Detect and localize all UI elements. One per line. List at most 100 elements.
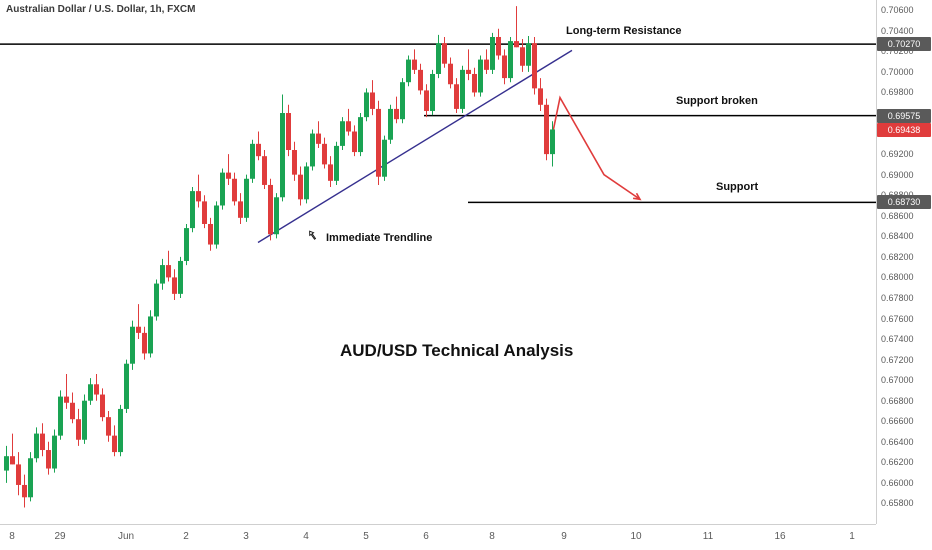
support-broken-label: Support broken	[676, 95, 758, 107]
chart-title: AUD/USD Technical Analysis	[340, 341, 573, 361]
candle	[538, 78, 543, 111]
x-tick: 1	[849, 531, 855, 542]
candle	[424, 84, 429, 117]
candle	[340, 117, 345, 150]
candle	[220, 169, 225, 210]
trendline	[258, 50, 572, 242]
candle	[100, 388, 105, 421]
candle	[106, 411, 111, 442]
candle	[238, 193, 243, 224]
candle	[322, 138, 327, 169]
y-axis: 0.706000.704000.702000.700000.698000.696…	[876, 0, 932, 524]
candle	[418, 64, 423, 95]
candle	[268, 179, 273, 241]
candle	[454, 78, 459, 113]
x-tick: 5	[363, 531, 369, 542]
y-tick: 0.66000	[881, 478, 914, 488]
y-tick: 0.67400	[881, 334, 914, 344]
plot-area[interactable]: Long-term ResistanceSupport brokenSuppor…	[0, 0, 876, 524]
projection-arrowhead	[633, 193, 640, 199]
candle	[496, 29, 501, 60]
y-tick: 0.66600	[881, 416, 914, 426]
candle	[508, 37, 513, 82]
y-tick: 0.69800	[881, 87, 914, 97]
candle	[148, 310, 153, 357]
y-tick: 0.70600	[881, 5, 914, 15]
candle	[316, 121, 321, 148]
candle	[178, 257, 183, 298]
y-tick: 0.68200	[881, 252, 914, 262]
candle	[172, 269, 177, 300]
candle	[358, 113, 363, 156]
candle	[304, 162, 309, 203]
candle	[442, 37, 447, 68]
x-tick: Jun	[118, 531, 134, 542]
candle	[298, 166, 303, 205]
candle	[286, 105, 291, 156]
candle	[472, 68, 477, 97]
candle	[166, 251, 171, 282]
x-tick: 8	[9, 531, 15, 542]
y-tick: 0.67800	[881, 293, 914, 303]
candle	[4, 446, 9, 483]
price-tag: 0.70270	[877, 37, 931, 51]
candle	[52, 429, 57, 472]
y-tick: 0.65800	[881, 498, 914, 508]
x-tick: 3	[243, 531, 249, 542]
chart-container: Australian Dollar / U.S. Dollar, 1h, FXC…	[0, 0, 932, 550]
candle	[412, 49, 417, 74]
candle	[142, 327, 147, 360]
candle	[250, 140, 255, 183]
x-tick: 6	[423, 531, 429, 542]
resistance-label: Long-term Resistance	[566, 25, 682, 37]
y-tick: 0.70400	[881, 26, 914, 36]
candle	[16, 452, 21, 495]
candle	[130, 321, 135, 370]
candle	[202, 195, 207, 228]
candle	[490, 33, 495, 74]
chart-overlay	[0, 0, 876, 524]
candle	[430, 70, 435, 115]
candle	[112, 425, 117, 456]
candle	[154, 279, 159, 320]
candle	[280, 95, 285, 202]
candle	[406, 55, 411, 86]
candle	[34, 427, 39, 462]
y-tick: 0.70000	[881, 67, 914, 77]
candle	[118, 405, 123, 456]
candle	[64, 374, 69, 409]
candle	[76, 409, 81, 446]
candle	[352, 125, 357, 156]
candle	[544, 99, 549, 161]
candle	[376, 101, 381, 185]
candle	[274, 193, 279, 238]
x-tick: 4	[303, 531, 309, 542]
y-tick: 0.69200	[881, 149, 914, 159]
candle	[550, 121, 555, 166]
candle	[466, 49, 471, 80]
candle	[190, 187, 195, 232]
candle	[436, 35, 441, 78]
x-tick: 16	[774, 531, 785, 542]
price-tag: 0.69438	[877, 123, 931, 137]
x-tick: 11	[703, 531, 713, 542]
pointer-icon	[306, 229, 320, 243]
x-axis: 829Jun23456891011161	[0, 524, 876, 550]
candle	[40, 423, 45, 456]
x-tick: 2	[183, 531, 189, 542]
price-tag: 0.68730	[877, 195, 931, 209]
price-tag: 0.69575	[877, 109, 931, 123]
x-tick: 8	[489, 531, 495, 542]
candle	[160, 259, 165, 290]
candle	[334, 142, 339, 185]
candle	[208, 218, 213, 251]
candle	[94, 374, 99, 401]
candle	[502, 49, 507, 84]
y-tick: 0.67000	[881, 375, 914, 385]
candle	[394, 97, 399, 124]
candle	[346, 109, 351, 136]
y-tick: 0.69000	[881, 170, 914, 180]
candle	[124, 360, 129, 413]
candle	[520, 39, 525, 72]
y-tick: 0.68000	[881, 272, 914, 282]
